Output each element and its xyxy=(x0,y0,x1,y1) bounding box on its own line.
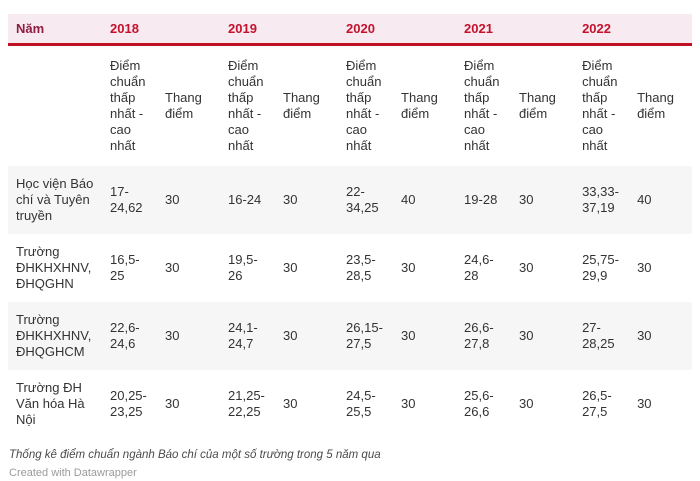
scale-cell: 30 xyxy=(637,396,652,411)
datawrapper-credit-link[interactable]: Created with Datawrapper xyxy=(9,467,137,479)
range-cell: 24,1-24,7 xyxy=(220,302,276,370)
range-cell: 17-24,62 xyxy=(102,166,157,234)
school-name-cell: Trường ĐHKHXHNV, ĐHQGHCM xyxy=(8,302,102,370)
scale-cell: 30 xyxy=(275,166,339,234)
year-header-2020: 2020 xyxy=(338,14,457,45)
subheader-scale-2021: Thang điểm xyxy=(511,44,575,166)
scale-cell: 30 xyxy=(511,302,575,370)
chart-footer: Thống kê điểm chuẩn ngành Báo chí của mộ… xyxy=(8,448,692,481)
scale-cell: 30 xyxy=(157,302,221,370)
year-header-row: Năm 2018 2019 2020 2021 2022 xyxy=(8,14,693,45)
school-name-cell: Học viện Báo chí và Tuyên truyền xyxy=(8,166,102,234)
scale-cell: 30 xyxy=(629,302,693,370)
scale-cell: 40 xyxy=(393,166,457,234)
school-name-cell: Trường ĐHKHXHNV, ĐHQGHN xyxy=(16,244,92,291)
year-header-2021: 2021 xyxy=(456,14,575,45)
range-cell: 33,33-37,19 xyxy=(574,166,630,234)
scale-cell: 40 xyxy=(629,166,693,234)
range-cell: 16-24 xyxy=(220,166,276,234)
range-cell: 22,6-24,6 xyxy=(102,302,157,370)
scale-cell: 30 xyxy=(165,260,180,275)
subheader-range-2021: Điểm chuẩn thấp nhất - cao nhất xyxy=(456,44,512,166)
subheader-empty xyxy=(8,44,102,166)
year-header-2018: 2018 xyxy=(102,14,221,45)
subheader-scale-2020: Thang điểm xyxy=(393,44,457,166)
range-cell: 19,5-26 xyxy=(228,252,258,283)
scale-cell: 30 xyxy=(519,396,534,411)
scale-cell: 30 xyxy=(401,396,416,411)
chart-caption: Thống kê điểm chuẩn ngành Báo chí của mộ… xyxy=(9,449,381,461)
range-cell: 25,6-26,6 xyxy=(464,388,494,419)
range-cell: 19-28 xyxy=(456,166,512,234)
year-header-2022: 2022 xyxy=(574,14,693,45)
subheader-scale-2022: Thang điểm xyxy=(629,44,693,166)
subheader-range-2018: Điểm chuẩn thấp nhất - cao nhất xyxy=(102,44,157,166)
scale-cell: 30 xyxy=(401,260,416,275)
subheader-scale-2019: Thang điểm xyxy=(275,44,339,166)
scale-cell: 30 xyxy=(275,302,339,370)
table-row-dhkhxhnv-dhqghcm: Trường ĐHKHXHNV, ĐHQGHCM 22,6-24,6 30 24… xyxy=(8,302,693,370)
scale-cell: 30 xyxy=(165,396,180,411)
subheader-range-2019: Điểm chuẩn thấp nhất - cao nhất xyxy=(220,44,276,166)
range-cell: 26,5-27,5 xyxy=(582,388,612,419)
scale-cell: 30 xyxy=(393,302,457,370)
scale-cell: 30 xyxy=(519,260,534,275)
range-cell: 20,25-23,25 xyxy=(110,388,147,419)
table-row-dh-van-hoa-ha-noi: Trường ĐH Văn hóa Hà Nội 20,25-23,25 30 … xyxy=(8,370,692,438)
range-cell: 25,75-29,9 xyxy=(582,252,619,283)
range-cell: 27-28,25 xyxy=(574,302,630,370)
range-cell: 26,6-27,8 xyxy=(456,302,512,370)
subheader-range-2022: Điểm chuẩn thấp nhất - cao nhất xyxy=(574,44,630,166)
table-row-hoc-vien-bao-chi: Học viện Báo chí và Tuyên truyền 17-24,6… xyxy=(8,166,693,234)
corner-header-nam: Năm xyxy=(8,14,102,45)
subheader-range-2020: Điểm chuẩn thấp nhất - cao nhất xyxy=(338,44,394,166)
range-cell: 22-34,25 xyxy=(338,166,394,234)
scale-cell: 30 xyxy=(511,166,575,234)
school-name-cell: Trường ĐH Văn hóa Hà Nội xyxy=(16,380,85,427)
range-cell: 23,5-28,5 xyxy=(346,252,376,283)
subheader-scale-2018: Thang điểm xyxy=(157,44,221,166)
scale-cell: 30 xyxy=(157,166,221,234)
range-cell: 26,15-27,5 xyxy=(338,302,394,370)
range-cell: 16,5-25 xyxy=(110,252,140,283)
subheader-row: Điểm chuẩn thấp nhất - cao nhất Thang đi… xyxy=(8,44,693,166)
scale-cell: 30 xyxy=(637,260,652,275)
admission-scores-table: Năm 2018 2019 2020 2021 2022 Điểm chuẩn … xyxy=(8,14,693,438)
table-row-dhkhxhnv-dhqghn: Trường ĐHKHXHNV, ĐHQGHN 16,5-25 30 19,5-… xyxy=(8,234,692,302)
year-header-2019: 2019 xyxy=(220,14,339,45)
range-cell: 21,25-22,25 xyxy=(228,388,265,419)
scale-cell: 30 xyxy=(283,260,298,275)
range-cell: 24,6-28 xyxy=(464,252,494,283)
scale-cell: 30 xyxy=(283,396,298,411)
range-cell: 24,5-25,5 xyxy=(346,388,376,419)
